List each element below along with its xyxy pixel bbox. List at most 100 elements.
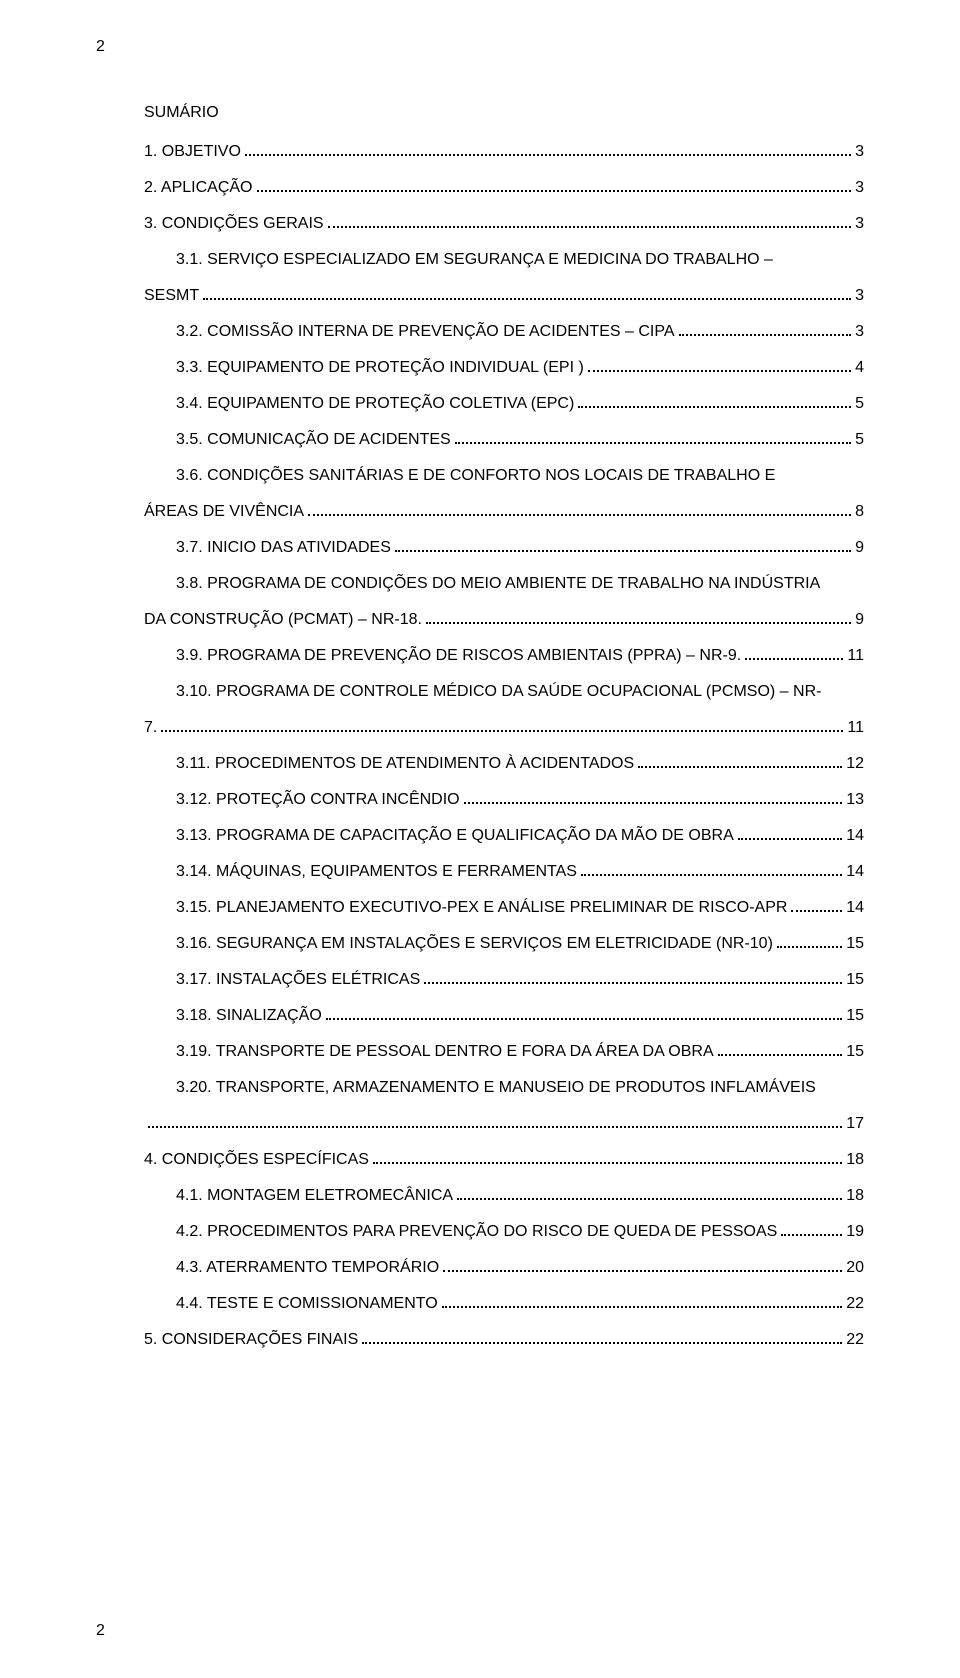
toc-leader-dots bbox=[455, 442, 851, 444]
toc-leader-dots bbox=[442, 1306, 843, 1308]
toc-leader-dots bbox=[718, 1054, 843, 1056]
toc-entry-label: 3.10. PROGRAMA DE CONTROLE MÉDICO DA SAÚ… bbox=[144, 680, 821, 704]
toc-entry-page: 22 bbox=[846, 1328, 864, 1352]
toc-leader-dots bbox=[578, 406, 851, 408]
toc-leader-dots bbox=[362, 1342, 842, 1344]
toc-entry: 3. CONDIÇÕES GERAIS 3 bbox=[144, 212, 864, 236]
toc-leader-dots bbox=[245, 154, 851, 156]
toc-leader-dots bbox=[738, 838, 842, 840]
toc-entry-label-cont: 7. bbox=[144, 716, 157, 740]
page-number-bottom: 2 bbox=[96, 1622, 105, 1640]
toc-entry-page: 15 bbox=[846, 968, 864, 992]
toc-entry: 3.11. PROCEDIMENTOS DE ATENDIMENTO À ACI… bbox=[144, 752, 864, 776]
toc-entry-page: 4 bbox=[855, 356, 864, 380]
toc-entry-label: 3. CONDIÇÕES GERAIS bbox=[144, 212, 324, 236]
toc-entry-label-cont: DA CONSTRUÇÃO (PCMAT) – NR-18. bbox=[144, 608, 422, 632]
toc-entry-page: 11 bbox=[847, 644, 864, 668]
toc-entry-page: 9 bbox=[855, 608, 864, 632]
toc-leader-dots bbox=[581, 874, 842, 876]
toc-entry-label: 3.19. TRANSPORTE DE PESSOAL DENTRO E FOR… bbox=[144, 1040, 714, 1064]
toc-entry-label: 3.18. SINALIZAÇÃO bbox=[144, 1004, 322, 1028]
toc-entry-label: 3.9. PROGRAMA DE PREVENÇÃO DE RISCOS AMB… bbox=[144, 644, 741, 668]
toc-entry-label: 3.17. INSTALAÇÕES ELÉTRICAS bbox=[144, 968, 420, 992]
toc-entry: 5. CONSIDERAÇÕES FINAIS 22 bbox=[144, 1328, 864, 1352]
toc-entry-page: 3 bbox=[855, 284, 864, 308]
toc-entry-label: 3.14. MÁQUINAS, EQUIPAMENTOS E FERRAMENT… bbox=[144, 860, 577, 884]
toc-entry-page: 15 bbox=[846, 1040, 864, 1064]
toc-entry-label: 3.16. SEGURANÇA EM INSTALAÇÕES E SERVIÇO… bbox=[144, 932, 773, 956]
toc-entry: 3.1. SERVIÇO ESPECIALIZADO EM SEGURANÇA … bbox=[144, 248, 864, 308]
toc-entry-page: 20 bbox=[846, 1256, 864, 1280]
toc-entry-page: 3 bbox=[855, 320, 864, 344]
page-container: 2 SUMÁRIO 1. OBJETIVO32. APLICAÇÃO33. CO… bbox=[0, 0, 960, 1678]
toc-entry: 3.16. SEGURANÇA EM INSTALAÇÕES E SERVIÇO… bbox=[144, 932, 864, 956]
toc-entry-label: 3.15. PLANEJAMENTO EXECUTIVO-PEX E ANÁLI… bbox=[144, 896, 787, 920]
table-of-contents: 1. OBJETIVO32. APLICAÇÃO33. CONDIÇÕES GE… bbox=[144, 140, 864, 1352]
toc-entry-page: 19 bbox=[846, 1220, 864, 1244]
toc-entry-page: 3 bbox=[855, 212, 864, 236]
toc-leader-dots bbox=[457, 1198, 842, 1200]
toc-entry: 3.10. PROGRAMA DE CONTROLE MÉDICO DA SAÚ… bbox=[144, 680, 864, 740]
toc-entry: 3.19. TRANSPORTE DE PESSOAL DENTRO E FOR… bbox=[144, 1040, 864, 1064]
toc-entry-page: 12 bbox=[846, 752, 864, 776]
toc-entry-label: 3.4. EQUIPAMENTO DE PROTEÇÃO COLETIVA (E… bbox=[144, 392, 574, 416]
toc-leader-dots bbox=[424, 982, 842, 984]
toc-entry-page: 3 bbox=[855, 176, 864, 200]
toc-entry-page: 18 bbox=[846, 1184, 864, 1208]
toc-leader-dots bbox=[777, 946, 842, 948]
toc-entry: 3.2. COMISSÃO INTERNA DE PREVENÇÃO DE AC… bbox=[144, 320, 864, 344]
toc-entry-label: 4.1. MONTAGEM ELETROMECÂNICA bbox=[144, 1184, 453, 1208]
toc-entry-page: 14 bbox=[846, 824, 864, 848]
toc-entry-label: 3.3. EQUIPAMENTO DE PROTEÇÃO INDIVIDUAL … bbox=[144, 356, 584, 380]
toc-entry-label: 3.20. TRANSPORTE, ARMAZENAMENTO E MANUSE… bbox=[144, 1076, 816, 1100]
toc-entry-page: 5 bbox=[855, 392, 864, 416]
toc-entry-page: 18 bbox=[846, 1148, 864, 1172]
toc-entry-label: 4.4. TESTE E COMISSIONAMENTO bbox=[144, 1292, 438, 1316]
toc-leader-dots bbox=[464, 802, 843, 804]
toc-entry-page: 15 bbox=[846, 1004, 864, 1028]
toc-entry-label: 4.3. ATERRAMENTO TEMPORÁRIO bbox=[144, 1256, 439, 1280]
toc-entry: 3.18. SINALIZAÇÃO 15 bbox=[144, 1004, 864, 1028]
toc-entry-label: 4. CONDIÇÕES ESPECÍFICAS bbox=[144, 1148, 369, 1172]
toc-entry: 3.15. PLANEJAMENTO EXECUTIVO-PEX E ANÁLI… bbox=[144, 896, 864, 920]
toc-entry-label: 3.13. PROGRAMA DE CAPACITAÇÃO E QUALIFIC… bbox=[144, 824, 734, 848]
toc-entry: 3.7. INICIO DAS ATIVIDADES 9 bbox=[144, 536, 864, 560]
toc-entry-label: 3.12. PROTEÇÃO CONTRA INCÊNDIO bbox=[144, 788, 460, 812]
toc-leader-dots bbox=[745, 658, 843, 660]
toc-leader-dots bbox=[203, 298, 851, 300]
toc-leader-dots bbox=[328, 226, 852, 228]
toc-entry-label: 1. OBJETIVO bbox=[144, 140, 241, 164]
toc-entry: 3.17. INSTALAÇÕES ELÉTRICAS 15 bbox=[144, 968, 864, 992]
toc-entry-page: 15 bbox=[846, 932, 864, 956]
toc-entry-page: 5 bbox=[855, 428, 864, 452]
toc-entry: 3.8. PROGRAMA DE CONDIÇÕES DO MEIO AMBIE… bbox=[144, 572, 864, 632]
toc-entry-page: 14 bbox=[846, 860, 864, 884]
toc-leader-dots bbox=[791, 910, 842, 912]
toc-entry: 4.1. MONTAGEM ELETROMECÂNICA 18 bbox=[144, 1184, 864, 1208]
toc-leader-dots bbox=[308, 514, 851, 516]
toc-leader-dots bbox=[326, 1018, 842, 1020]
toc-entry-label: 3.11. PROCEDIMENTOS DE ATENDIMENTO À ACI… bbox=[144, 752, 634, 776]
toc-entry-label: 4.2. PROCEDIMENTOS PARA PREVENÇÃO DO RIS… bbox=[144, 1220, 777, 1244]
toc-heading: SUMÁRIO bbox=[144, 104, 864, 122]
toc-leader-dots bbox=[257, 190, 852, 192]
toc-entry-label: 3.2. COMISSÃO INTERNA DE PREVENÇÃO DE AC… bbox=[144, 320, 675, 344]
toc-entry: 3.4. EQUIPAMENTO DE PROTEÇÃO COLETIVA (E… bbox=[144, 392, 864, 416]
toc-entry-label: 3.7. INICIO DAS ATIVIDADES bbox=[144, 536, 391, 560]
toc-leader-dots bbox=[588, 370, 851, 372]
toc-entry-page: 9 bbox=[855, 536, 864, 560]
toc-entry-label-cont: ÁREAS DE VIVÊNCIA bbox=[144, 500, 304, 524]
toc-entry-label: 2. APLICAÇÃO bbox=[144, 176, 253, 200]
toc-entry: 1. OBJETIVO3 bbox=[144, 140, 864, 164]
toc-leader-dots bbox=[395, 550, 851, 552]
toc-entry-page: 11 bbox=[847, 716, 864, 740]
toc-entry-label: 5. CONSIDERAÇÕES FINAIS bbox=[144, 1328, 358, 1352]
toc-entry-page: 8 bbox=[855, 500, 864, 524]
toc-entry: 4.2. PROCEDIMENTOS PARA PREVENÇÃO DO RIS… bbox=[144, 1220, 864, 1244]
toc-entry: 4.3. ATERRAMENTO TEMPORÁRIO 20 bbox=[144, 1256, 864, 1280]
toc-leader-dots bbox=[638, 766, 842, 768]
toc-entry-label: 3.8. PROGRAMA DE CONDIÇÕES DO MEIO AMBIE… bbox=[144, 572, 820, 596]
toc-entry-page: 17 bbox=[846, 1112, 864, 1136]
toc-entry-label: 3.1. SERVIÇO ESPECIALIZADO EM SEGURANÇA … bbox=[144, 248, 773, 272]
toc-leader-dots bbox=[161, 730, 843, 732]
